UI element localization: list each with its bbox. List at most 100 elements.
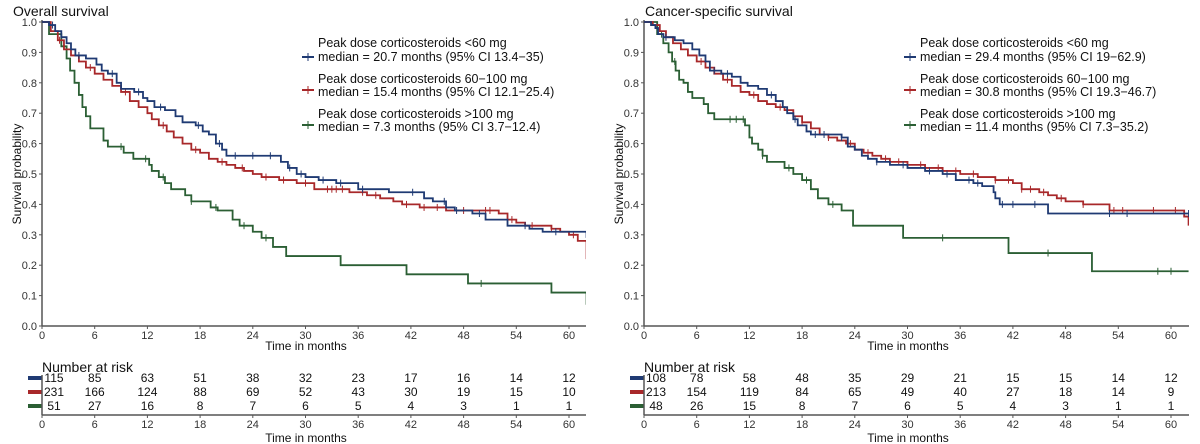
risk-x-tick-label: 42 — [1007, 419, 1019, 431]
risk-x-tick-label: 48 — [457, 419, 469, 431]
risk-row-swatch — [630, 404, 644, 408]
legend-median: median = 20.7 months (95% CI 13.4−35) — [318, 50, 544, 64]
risk-count: 21 — [954, 371, 968, 385]
y-tick-label: 0.8 — [22, 78, 37, 90]
y-tick-label: 0.3 — [624, 230, 639, 242]
risk-count: 51 — [47, 399, 61, 413]
risk-count: 7 — [851, 399, 858, 413]
legend-median: median = 11.4 months (95% CI 7.3−35.2) — [920, 120, 1148, 134]
risk-count: 43 — [352, 385, 366, 399]
risk-count: 213 — [646, 385, 666, 399]
legend: Peak dose corticosteroids <60 mg median … — [302, 36, 554, 134]
y-axis-title: Survival probability — [10, 124, 24, 225]
y-tick-label: 0.8 — [624, 78, 639, 90]
risk-count: 3 — [1062, 399, 1069, 413]
risk-count: 30 — [404, 385, 418, 399]
risk-count: 84 — [795, 385, 809, 399]
panel-title: Overall survival — [13, 3, 109, 19]
risk-count: 38 — [246, 371, 260, 385]
risk-x-tick-label: 0 — [39, 419, 45, 431]
risk-count: 6 — [904, 399, 911, 413]
cancer-specific-survival-panel: Cancer-specific survival Survival probab… — [612, 3, 1189, 444]
x-tick-label: 60 — [1165, 330, 1177, 342]
risk-count: 65 — [848, 385, 862, 399]
y-tick-label: 0.4 — [22, 199, 37, 211]
risk-row-swatch — [28, 390, 42, 394]
risk-count: 5 — [957, 399, 964, 413]
y-tick-label: 0.7 — [624, 108, 639, 120]
risk-x-tick-label: 42 — [405, 419, 417, 431]
risk-count: 10 — [562, 385, 576, 399]
x-tick-label: 60 — [563, 330, 575, 342]
risk-count: 154 — [687, 385, 707, 399]
risk-x-tick-label: 30 — [901, 419, 913, 431]
y-tick-label: 0.9 — [624, 47, 639, 59]
y-tick-label: 0.2 — [22, 260, 37, 272]
risk-count: 40 — [954, 385, 968, 399]
risk-count: 27 — [1006, 385, 1020, 399]
x-tick-label: 30 — [901, 330, 913, 342]
x-tick-label: 12 — [141, 330, 153, 342]
x-tick-label: 6 — [92, 330, 98, 342]
risk-x-tick-label: 18 — [796, 419, 808, 431]
risk-count: 51 — [193, 371, 207, 385]
panel-title: Cancer-specific survival — [645, 3, 793, 19]
y-tick-label: 0.4 — [624, 199, 639, 211]
risk-count: 3 — [460, 399, 467, 413]
risk-x-tick-label: 54 — [1112, 419, 1124, 431]
y-tick-label: 0.6 — [22, 139, 37, 151]
legend-median: median = 29.4 months (95% CI 19−62.9) — [920, 50, 1146, 64]
risk-count: 14 — [1112, 385, 1126, 399]
legend-label: Peak dose corticosteroids <60 mg — [920, 36, 1109, 50]
risk-count: 19 — [457, 385, 471, 399]
risk-count: 16 — [457, 371, 471, 385]
legend-entry: Peak dose corticosteroids >100 mg median… — [302, 107, 540, 134]
risk-row-swatch — [630, 376, 644, 380]
risk-count: 15 — [510, 385, 524, 399]
legend-median: median = 7.3 months (95% CI 3.7−12.4) — [318, 120, 540, 134]
risk-count: 1 — [513, 399, 520, 413]
x-axis: 0 6 12 18 24 30 36 42 48 54 60 — [641, 325, 1189, 342]
y-tick-label: 1.0 — [624, 17, 639, 29]
risk-count: 58 — [743, 371, 757, 385]
risk-x-tick-label: 12 — [743, 419, 755, 431]
risk-x-tick-label: 36 — [352, 419, 364, 431]
x-tick-label: 54 — [1112, 330, 1124, 342]
y-tick-label: 0.1 — [624, 291, 639, 303]
risk-count: 1 — [1168, 399, 1175, 413]
y-tick-label: 0.9 — [22, 47, 37, 59]
risk-count: 16 — [141, 399, 155, 413]
legend-entry: Peak dose corticosteroids <60 mg median … — [904, 36, 1146, 64]
legend-label: Peak dose corticosteroids >100 mg — [920, 107, 1116, 121]
y-axis: 0.0 0.1 0.2 0.3 0.4 0.5 0.6 0.7 0.8 0.9 1.0 — [624, 17, 645, 333]
risk-count: 52 — [299, 385, 313, 399]
x-tick-label: 42 — [405, 330, 417, 342]
legend-label: Peak dose corticosteroids >100 mg — [318, 107, 514, 121]
risk-count: 115 — [44, 371, 63, 385]
risk-count: 12 — [562, 371, 576, 385]
risk-count: 26 — [690, 399, 704, 413]
legend-median: median = 15.4 months (95% CI 12.1−25.4) — [318, 85, 554, 99]
risk-x-axis-title: Time in months — [867, 431, 949, 444]
legend-label: Peak dose corticosteroids 60−100 mg — [318, 72, 528, 86]
risk-count: 166 — [85, 385, 105, 399]
x-tick-label: 30 — [299, 330, 311, 342]
risk-count: 49 — [901, 385, 915, 399]
y-axis: 0.0 0.1 0.2 0.3 0.4 0.5 0.6 0.7 0.8 0.9 1.0 — [22, 17, 43, 333]
risk-count: 4 — [1010, 399, 1017, 413]
risk-count: 17 — [404, 371, 418, 385]
x-tick-label: 18 — [796, 330, 808, 342]
y-tick-label: 0.7 — [22, 108, 37, 120]
risk-count: 6 — [302, 399, 309, 413]
y-tick-label: 0.5 — [22, 169, 37, 181]
x-tick-label: 24 — [247, 330, 259, 342]
risk-x-tick-label: 36 — [954, 419, 966, 431]
x-tick-label: 54 — [510, 330, 522, 342]
risk-count: 5 — [355, 399, 362, 413]
risk-count: 48 — [649, 399, 663, 413]
risk-count: 23 — [352, 371, 366, 385]
risk-count: 88 — [193, 385, 207, 399]
risk-count: 1 — [1115, 399, 1122, 413]
risk-x-tick-label: 12 — [141, 419, 153, 431]
risk-count: 29 — [901, 371, 915, 385]
